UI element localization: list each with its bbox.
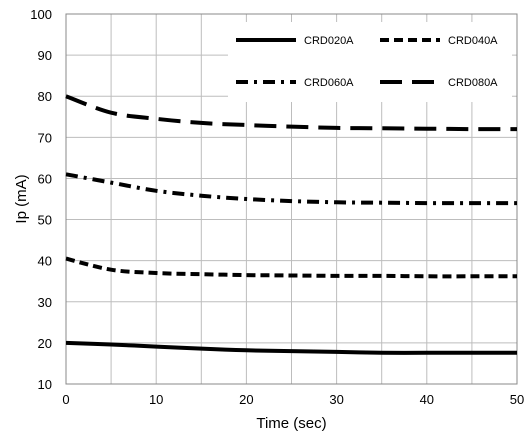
y-axis-title: Ip (mA) <box>13 174 30 223</box>
y-tick-label: 10 <box>38 377 52 392</box>
x-tick-label: 0 <box>62 392 69 407</box>
legend: CRD020A CRD040A CRD060A CRD080A <box>228 22 512 102</box>
legend-label-crd080a: CRD080A <box>448 77 498 89</box>
x-axis-title: Time (sec) <box>256 415 326 432</box>
y-tick-labels: 10 20 30 40 50 60 70 80 90 100 <box>30 7 52 392</box>
legend-label-crd040a: CRD040A <box>448 35 498 47</box>
y-tick-label: 50 <box>38 213 52 228</box>
series-line-crd080a <box>65 94 518 132</box>
legend-box <box>228 22 512 102</box>
x-tick-label: 20 <box>239 392 253 407</box>
series-line-crd060a <box>65 172 517 206</box>
y-tick-label: 20 <box>38 336 52 351</box>
legend-label-crd060a: CRD060A <box>304 77 354 89</box>
y-tick-label: 60 <box>38 171 52 186</box>
x-tick-label: 50 <box>510 392 524 407</box>
x-tick-labels: 0 10 20 30 40 50 <box>62 392 524 407</box>
series-layer <box>65 94 518 355</box>
x-tick-label: 30 <box>329 392 343 407</box>
x-tick-label: 10 <box>149 392 163 407</box>
y-tick-label: 70 <box>38 130 52 145</box>
y-tick-label: 80 <box>38 89 52 104</box>
y-tick-label: 30 <box>38 295 52 310</box>
y-tick-label: 90 <box>38 48 52 63</box>
x-tick-label: 40 <box>420 392 434 407</box>
plot-frame <box>65 13 518 385</box>
y-tick-label: 100 <box>30 7 52 22</box>
legend-label-crd020a: CRD020A <box>304 35 354 47</box>
y-tick-label: 40 <box>38 254 52 269</box>
series-line-crd020a <box>65 340 517 355</box>
series-line-crd040a <box>65 256 517 279</box>
